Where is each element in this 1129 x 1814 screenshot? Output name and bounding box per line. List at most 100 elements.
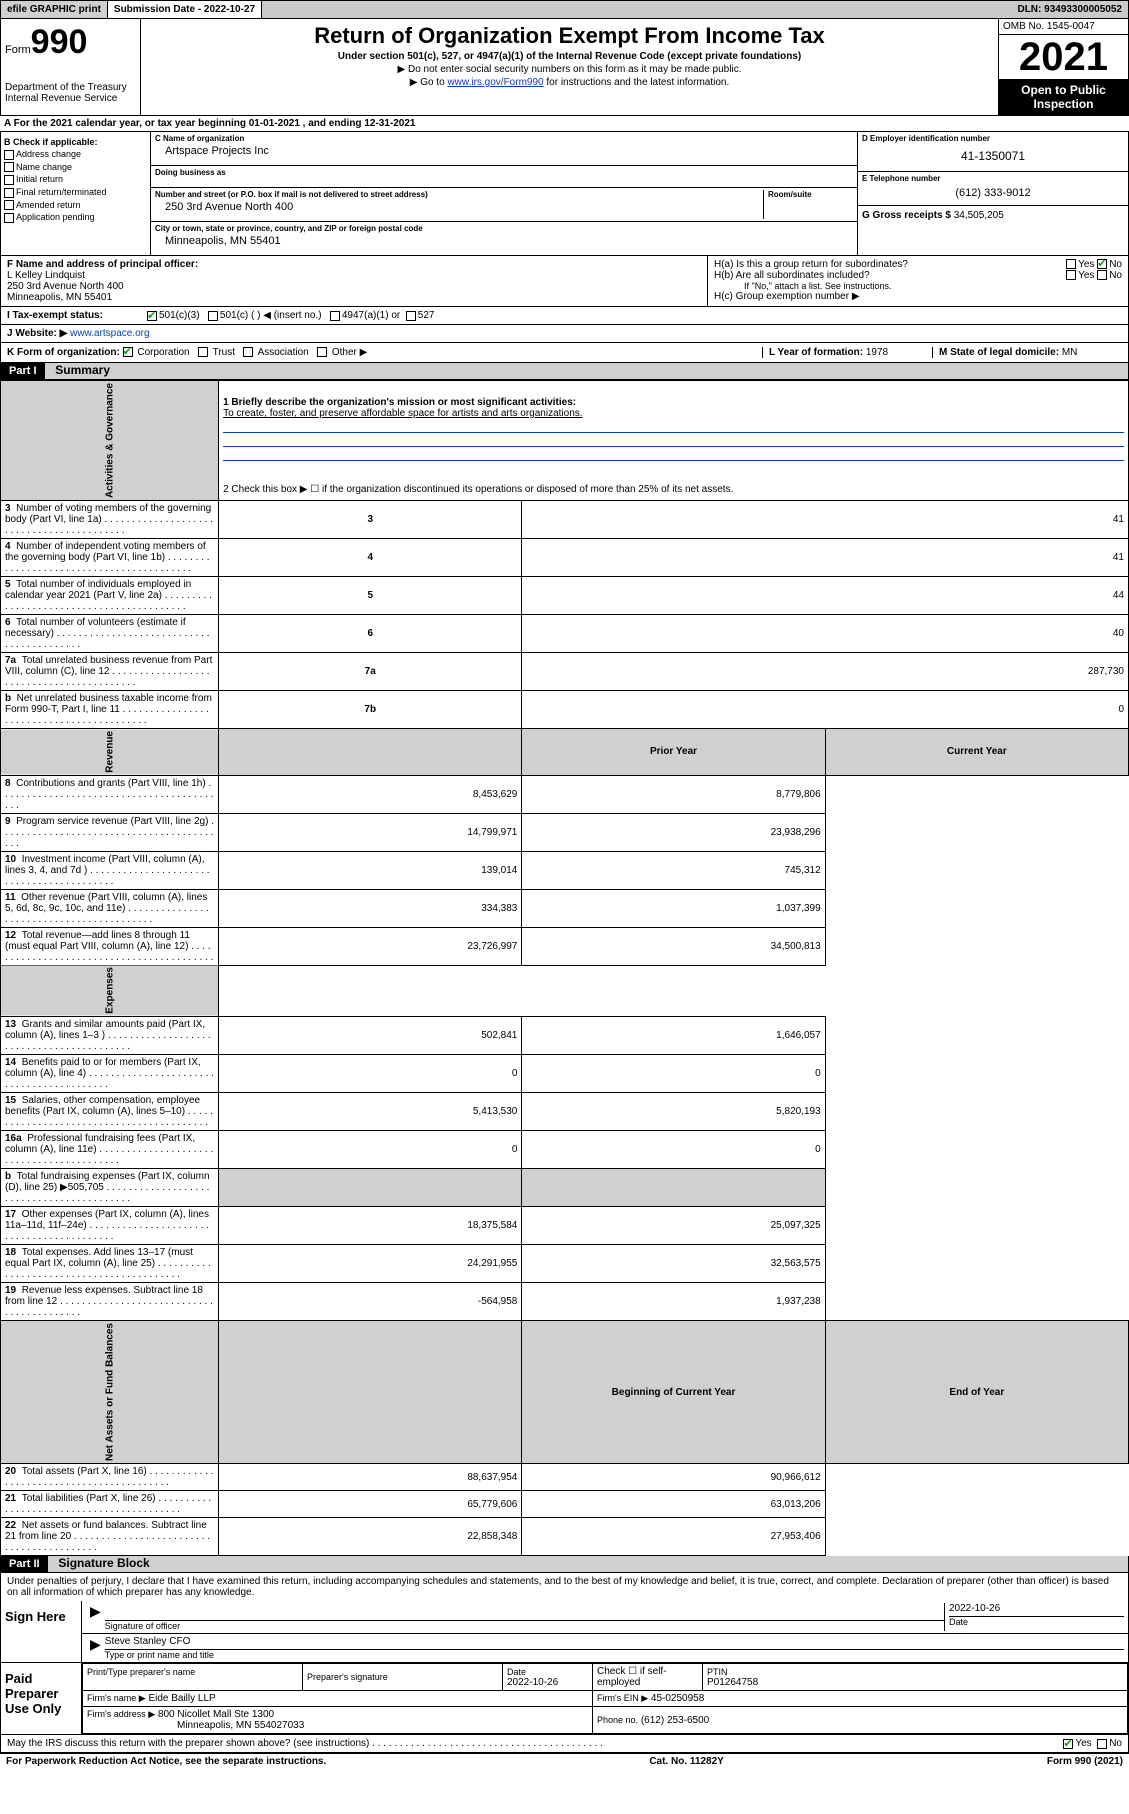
signature-date: 2022-10-26 [949,1603,1124,1614]
phone-label: E Telephone number [862,174,1124,183]
submission-date: Submission Date - 2022-10-27 [108,1,262,18]
date-label: Date [949,1617,1124,1627]
type-name-label: Type or print name and title [105,1650,1124,1660]
row-a-tax-year: A For the 2021 calendar year, or tax yea… [0,116,1129,132]
signature-officer-label: Signature of officer [105,1621,944,1631]
room-label: Room/suite [768,190,853,199]
h-b: H(b) Are all subordinates included? Yes … [714,270,1122,281]
table-row: 15 Salaries, other compensation, employe… [1,1093,1129,1131]
checkbox-application-pending[interactable]: Application pending [4,212,147,223]
checkbox-final-return-terminated[interactable]: Final return/terminated [4,187,147,198]
ptin-value: P01264758 [707,1677,1123,1688]
signature-block: Under penalties of perjury, I declare th… [0,1573,1129,1753]
dba-label: Doing business as [155,168,853,177]
form-of-org-row: K Form of organization: Corporation Trus… [0,343,1129,363]
checkbox-discuss-no[interactable] [1097,1739,1107,1749]
table-row: b Total fundraising expenses (Part IX, c… [1,1169,1129,1207]
table-row: 7a Total unrelated business revenue from… [1,653,1129,691]
form-title: Return of Organization Exempt From Incom… [145,23,994,49]
dept-treasury: Department of the Treasury [5,82,136,93]
open-to-public: Open to Public Inspection [999,79,1128,115]
table-row: 20 Total assets (Part X, line 16)88,637,… [1,1464,1129,1491]
self-employed-check[interactable]: Check ☐ if self-employed [593,1664,703,1691]
h-c: H(c) Group exemption number ▶ [714,291,1122,302]
table-row: 14 Benefits paid to or for members (Part… [1,1055,1129,1093]
table-row: 4 Number of independent voting members o… [1,539,1129,577]
instruction-2: ▶ Go to www.irs.gov/Form990 for instruct… [145,77,994,88]
officer-addr1: 250 3rd Avenue North 400 [7,281,701,292]
year-formation: 1978 [866,347,888,358]
topbar: efile GRAPHIC print Submission Date - 20… [0,0,1129,19]
checkbox-discuss-yes[interactable] [1063,1739,1073,1749]
checkbox-4947[interactable] [330,311,340,321]
city-state-zip: Minneapolis, MN 55401 [155,233,853,253]
website-link[interactable]: www.artspace.org [70,328,149,339]
officer-label: F Name and address of principal officer: [7,259,701,270]
checkbox-other[interactable] [317,347,327,357]
h-a: H(a) Is this a group return for subordin… [714,259,1122,270]
mission-label: 1 Briefly describe the organization's mi… [223,397,1124,408]
paid-preparer-label: Paid Preparer Use Only [1,1663,81,1734]
tab-governance: Activities & Governance [1,381,219,501]
form-footer: Form 990 (2021) [1047,1756,1123,1767]
org-name: Artspace Projects Inc [155,143,853,163]
checkbox-association[interactable] [243,347,253,357]
firm-name: Eide Bailly LLP [148,1693,215,1704]
checkbox-address-change[interactable]: Address change [4,149,147,160]
firm-address-1: 800 Nicollet Mall Ste 1300 [158,1709,274,1720]
table-row: 11 Other revenue (Part VIII, column (A),… [1,889,1129,927]
firm-address-2: Minneapolis, MN 554027033 [87,1720,304,1731]
sign-arrow-icon: ▶ [86,1636,105,1660]
line-2: 2 Check this box ▶ ☐ if the organization… [219,479,1129,501]
street-address: 250 3rd Avenue North 400 [155,199,763,219]
part-i-header: Part I Summary [0,363,1129,380]
checkbox-501c[interactable] [208,311,218,321]
ein-value: 41-1350071 [862,143,1124,169]
perjury-declaration: Under penalties of perjury, I declare th… [1,1573,1128,1601]
form-subtitle: Under section 501(c), 527, or 4947(a)(1)… [145,51,994,62]
officer-typed-name: Steve Stanley CFO [105,1636,1124,1647]
checkbox-initial-return[interactable]: Initial return [4,174,147,185]
checkbox-trust[interactable] [198,347,208,357]
name-address-column: C Name of organization Artspace Projects… [151,132,858,255]
tax-year: 2021 [999,35,1128,79]
instruction-1: ▶ Do not enter social security numbers o… [145,64,994,75]
city-label: City or town, state or province, country… [155,224,853,233]
preparer-date: 2022-10-26 [507,1677,588,1688]
col-end-year: End of Year [825,1321,1128,1464]
irs-link[interactable]: www.irs.gov/Form990 [447,77,543,88]
checkbox-amended-return[interactable]: Amended return [4,200,147,211]
street-label: Number and street (or P.O. box if mail i… [155,190,763,199]
preparer-table: Print/Type preparer's name Preparer's si… [82,1663,1128,1734]
officer-group-row: F Name and address of principal officer:… [0,256,1129,307]
checkbox-527[interactable] [406,311,416,321]
checkbox-corporation[interactable] [123,347,133,357]
table-row: 13 Grants and similar amounts paid (Part… [1,1017,1129,1055]
discuss-row: May the IRS discuss this return with the… [1,1734,1128,1752]
table-row: 8 Contributions and grants (Part VIII, l… [1,775,1129,813]
table-row: 10 Investment income (Part VIII, column … [1,851,1129,889]
table-row: 6 Total number of volunteers (estimate i… [1,615,1129,653]
col-prior-year: Prior Year [522,729,825,776]
table-row: 12 Total revenue—add lines 8 through 11 … [1,927,1129,965]
sign-arrow-icon: ▶ [86,1603,105,1631]
dln: DLN: 93493300005052 [1011,1,1128,18]
efile-print-button[interactable]: efile GRAPHIC print [1,1,108,18]
checkbox-501c3[interactable] [147,311,157,321]
checkbox-name-change[interactable]: Name change [4,162,147,173]
table-row: 18 Total expenses. Add lines 13–17 (must… [1,1245,1129,1283]
gross-receipts-label: G Gross receipts $ [862,210,951,221]
part-i-table: Activities & Governance 1 Briefly descri… [0,380,1129,1556]
table-row: 17 Other expenses (Part IX, column (A), … [1,1207,1129,1245]
page-footer: For Paperwork Reduction Act Notice, see … [0,1753,1129,1769]
form-number: Form990 [5,23,136,62]
table-row: 16a Professional fundraising fees (Part … [1,1131,1129,1169]
dept-irs: Internal Revenue Service [5,93,136,104]
mission-text: To create, foster, and preserve affordab… [223,408,1124,419]
omb-number: OMB No. 1545-0047 [999,19,1128,35]
ein-label: D Employer identification number [862,134,1124,143]
table-row: 21 Total liabilities (Part X, line 26)65… [1,1491,1129,1518]
firm-phone: (612) 253-6500 [641,1715,709,1726]
id-phone-column: D Employer identification number 41-1350… [858,132,1128,255]
table-row: 19 Revenue less expenses. Subtract line … [1,1283,1129,1321]
